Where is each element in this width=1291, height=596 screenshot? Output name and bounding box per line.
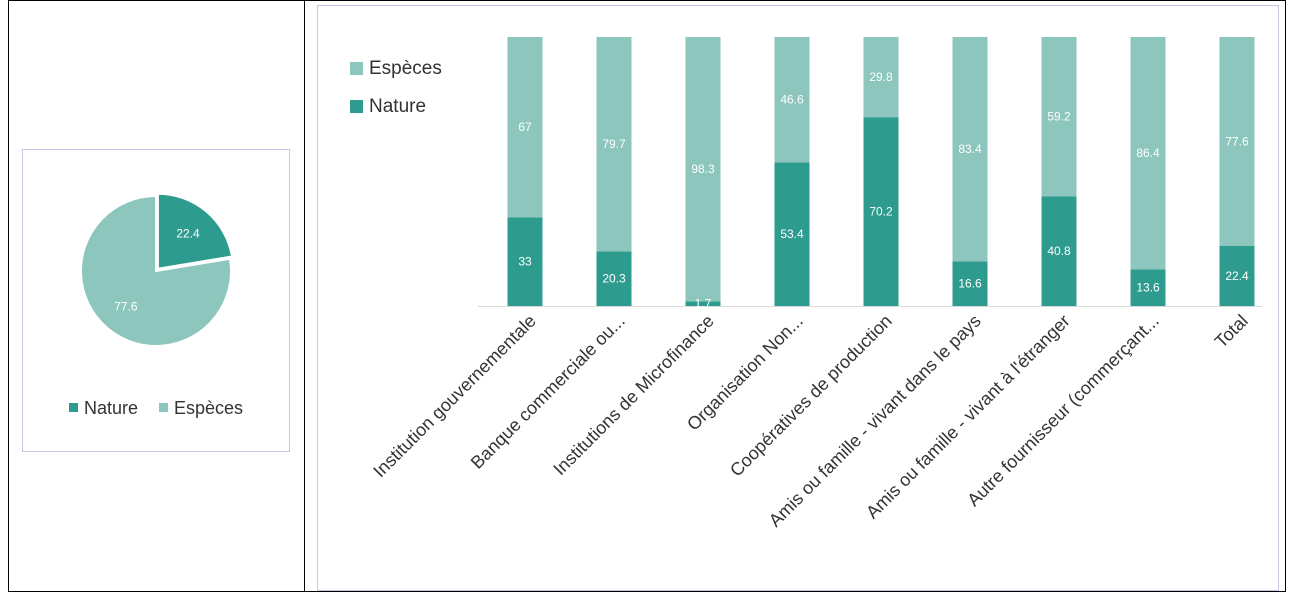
bar-segment-nature	[685, 301, 721, 306]
bar-segment-nature	[507, 217, 543, 306]
bar-segment-nature	[1041, 196, 1077, 306]
pie-slice-label: 77.6	[114, 299, 138, 313]
bar-data-label-nature: 33	[518, 255, 532, 269]
bar-segment-nature	[1130, 269, 1166, 306]
bar-chart-panel: 33 67 Institution gouvernementale 20.3 79.7 B…	[317, 5, 1279, 591]
bar-segment-nature	[774, 162, 810, 306]
bar-legend-item-nature: Nature	[350, 96, 442, 134]
bar-segment-especes	[1219, 37, 1255, 246]
left-cell	[8, 0, 304, 592]
bar-legend-label-nature: Nature	[369, 96, 427, 117]
pie-legend-label-nature: Nature	[83, 398, 138, 418]
x-tick-label: Autre fournisseur (commerçant...	[963, 311, 1162, 510]
x-tick-label: Total	[1211, 311, 1252, 352]
bar-data-label-especes: 79.7	[602, 137, 626, 151]
x-tick-label: Coopératives de production	[726, 311, 896, 481]
bar-data-label-especes: 59.2	[1047, 110, 1071, 124]
bar-data-label-especes: 46.6	[780, 93, 804, 107]
bar-segment-especes	[1041, 37, 1077, 197]
pie-legend-label-especes: Espèces	[174, 398, 244, 418]
stacked-bar-chart: 33 67 Institution gouvernementale 20.3 79.7 B…	[369, 37, 1262, 531]
bar-segment-nature	[952, 261, 988, 306]
bar-data-label-nature: 1.7	[695, 297, 712, 311]
bar-data-label-especes: 83.4	[958, 142, 982, 156]
pie-legend-item-nature: Nature	[68, 398, 138, 419]
pie-legend-item-especes: Espèces	[159, 398, 243, 419]
bar-legend: Espèces Nature	[350, 58, 442, 134]
bar-segment-especes	[774, 37, 810, 163]
legend-swatch-nature	[350, 100, 363, 113]
pie-slice-nature	[156, 192, 234, 270]
bar-data-label-especes: 29.8	[869, 70, 893, 84]
x-tick-label: Banque commerciale ou...	[467, 311, 629, 473]
bar-data-label-especes: 77.6	[1225, 134, 1249, 148]
legend-swatch-especes	[350, 62, 363, 75]
bar-segment-nature	[1219, 245, 1255, 306]
bar-data-label-nature: 16.6	[958, 277, 982, 291]
pie-chart: 22.4 77.6	[80, 192, 234, 347]
bar-segment-especes	[507, 37, 543, 218]
bar-data-label-especes: 86.4	[1136, 146, 1160, 160]
bar-data-label-nature: 70.2	[869, 205, 893, 219]
right-cell	[305, 0, 1286, 592]
bar-data-label-nature: 13.6	[1136, 281, 1160, 295]
bar-data-label-nature: 20.3	[602, 272, 626, 286]
pie-slice-label: 22.4	[176, 226, 200, 240]
bar-segment-especes	[1130, 37, 1166, 270]
pie-legend: Nature Espèces	[23, 398, 289, 419]
x-tick-label: Institution gouvernementale	[369, 311, 540, 482]
bar-segment-nature	[596, 251, 632, 306]
bar-segment-especes	[685, 37, 721, 302]
bar-segment-especes	[596, 37, 632, 252]
bar-data-label-especes: 98.3	[691, 162, 715, 176]
bar-data-label-nature: 40.8	[1047, 244, 1071, 258]
legend-swatch-nature	[68, 403, 78, 412]
bar-data-label-nature: 22.4	[1225, 269, 1249, 283]
bar-legend-item-especes: Espèces	[350, 58, 442, 96]
bar-legend-label-especes: Espèces	[369, 58, 442, 79]
bar-segment-nature	[863, 117, 899, 306]
bar-data-label-especes: 67	[518, 120, 532, 134]
bar-segment-especes	[863, 37, 899, 118]
cell-divider	[304, 0, 305, 592]
x-tick-label: Institutions de Microfinance	[549, 311, 717, 479]
bar-segment-especes	[952, 37, 988, 262]
bar-data-label-nature: 53.4	[780, 227, 804, 241]
pie-slice-especes	[80, 194, 232, 347]
legend-swatch-especes	[159, 403, 168, 412]
pie-chart-panel: 22.4 77.6 Nature Espèces	[22, 149, 290, 452]
